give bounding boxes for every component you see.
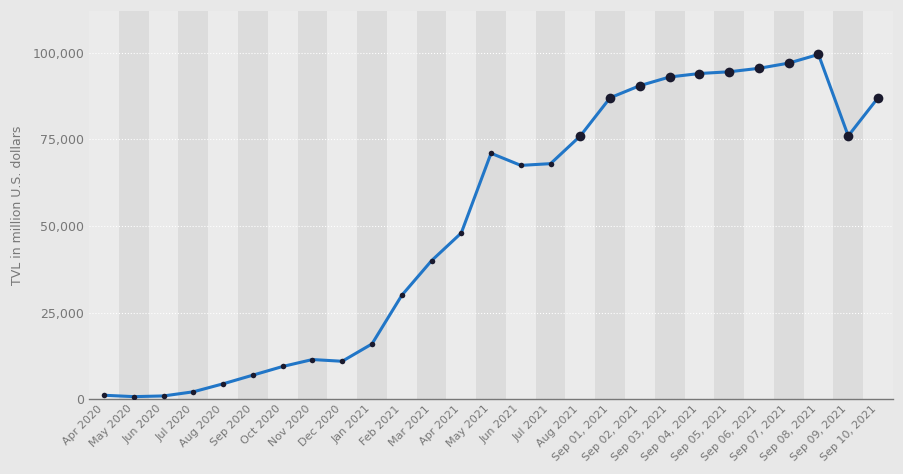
Bar [654,11,684,400]
Bar [386,11,416,400]
Bar [446,11,476,400]
Bar [803,11,833,400]
Bar [327,11,357,400]
Bar [833,11,862,400]
Bar [149,11,178,400]
Bar [178,11,208,400]
Bar [297,11,327,400]
Bar [476,11,506,400]
Bar [624,11,654,400]
Bar [565,11,594,400]
Y-axis label: TVL in million U.S. dollars: TVL in million U.S. dollars [11,126,24,285]
Bar [713,11,743,400]
Bar [89,11,119,400]
Bar [357,11,386,400]
Bar [208,11,237,400]
Bar [862,11,892,400]
Bar [773,11,803,400]
Bar [119,11,149,400]
Bar [535,11,565,400]
Bar [237,11,267,400]
Bar [416,11,446,400]
Bar [684,11,713,400]
Bar [743,11,773,400]
Bar [506,11,535,400]
Bar [267,11,297,400]
Bar [594,11,624,400]
